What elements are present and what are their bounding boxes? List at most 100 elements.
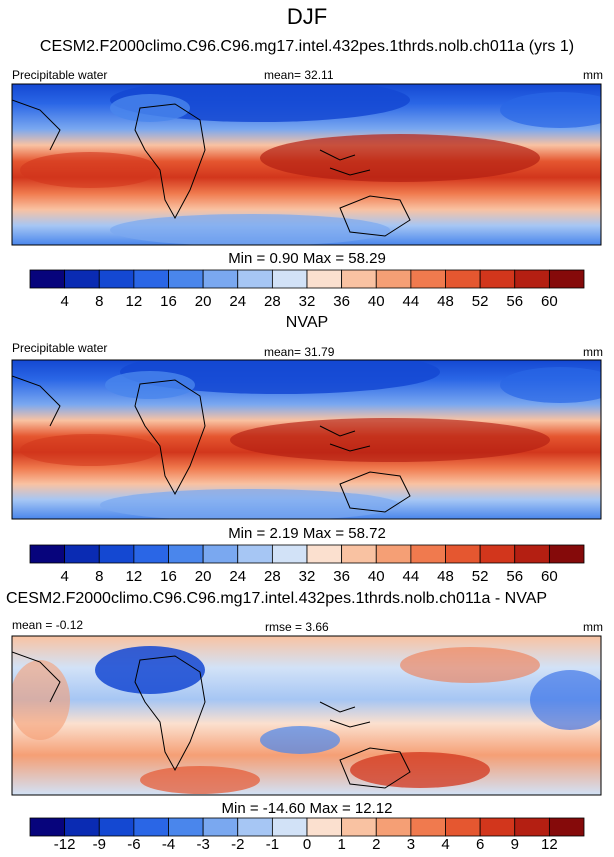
panel-2-colorbar: 4 8 12 16 20 24 28 32 36 40 44 48 52 56 60 [29,544,585,585]
panel-1-colorbar: 4 8 12 16 20 24 28 32 36 40 44 48 52 56 60 [29,269,585,310]
colorbar-2-tick-label: 20 [195,568,212,585]
panel-2-units-label: mm [583,345,603,359]
colorbar-2-swatch [306,544,343,564]
colorbar-2-tick-label: 36 [333,568,350,585]
colorbar-2-tick-label: 40 [368,568,385,585]
colorbar-3-swatch [168,817,204,837]
colorbar-3-tick-label: 0 [303,836,311,853]
panel-3-minmax: Min = -14.60 Max = 12.12 [221,800,393,817]
panel-2-coast-south-america [12,375,61,427]
panel-2-heading: NVAP [285,314,329,331]
colorbar-2-tick-label: 8 [95,568,103,585]
panel-1-variable-label: Precipitable water [12,68,108,82]
colorbar-2-swatch [445,544,481,564]
colorbar-1-tick-label: 24 [229,293,246,310]
colorbar-1-swatch [306,269,343,289]
colorbar-2-tick-label: 28 [264,568,281,585]
colorbar-2-swatch [64,544,100,564]
colorbar-3-tick-label: 3 [407,836,415,853]
colorbar-3-swatch [306,817,343,837]
colorbar-2-tick-label: 56 [506,568,523,585]
panel-3-mean-label: mean = -0.12 [12,618,84,632]
panel-1-mean-label: mean= 32.11 [264,68,334,82]
colorbar-1-tick-label: 20 [195,293,212,310]
panel-3-negative-east [530,670,601,730]
panel-3-negative-indian [260,726,340,754]
colorbar-3-tick-label: 4 [441,836,449,853]
panel-1-warm-pool [260,134,540,182]
panel-3-frame [11,635,602,796]
colorbar-1-tick-label: 32 [299,293,316,310]
colorbar-1-swatch [548,269,585,289]
panel-1-frame [11,83,602,246]
colorbar-3-tick-label: -1 [266,836,279,853]
colorbar-2-swatch [98,544,135,564]
panel-2-frame [11,359,602,520]
colorbar-2-swatch [341,544,377,564]
colorbar-3-tick-label: 9 [511,836,519,853]
colorbar-3-tick-label: 2 [372,836,380,853]
colorbar-2-swatch [514,544,550,564]
panel-3-colorbar: -12 -9 -6 -4 -3 -2 -1 0 1 2 3 4 6 9 12 [29,817,585,853]
colorbar-1-tick-label: 40 [368,293,385,310]
colorbar-1-swatch [445,269,481,289]
colorbar-1-swatch [479,269,516,289]
panel-2-dry-south [100,489,400,519]
colorbar-3-swatch [202,817,239,837]
panel-1-coast-australia [339,195,411,237]
panel-1-units-label: mm [583,68,603,82]
colorbar-1-swatch [514,269,550,289]
colorbar-3-swatch [64,817,100,837]
panel-3-coast-africa [134,655,206,772]
panel-2-dry-eurasia [120,360,440,394]
colorbar-1-tick-label: 4 [60,293,68,310]
panel-1-heading: CESM2.F2000climo.C96.C96.mg17.intel.432p… [39,38,575,55]
panel-2-warm-pool [230,418,550,462]
panel-3-units-label: mm [583,620,603,634]
colorbar-1-tick-label: 60 [541,293,558,310]
colorbar-3-swatch [548,817,585,837]
colorbar-1-swatch [98,269,135,289]
colorbar-1-swatch [168,269,204,289]
colorbar-1-tick-label: 48 [437,293,454,310]
colorbar-2-tick-label: 52 [472,568,489,585]
colorbar-2-swatch [410,544,446,564]
colorbar-3-tick-label: -12 [54,836,76,853]
colorbar-3-swatch [133,817,169,837]
colorbar-2-tick-label: 16 [160,568,177,585]
panel-2-minmax: Min = 2.19 Max = 58.72 [228,525,386,542]
panel-1-map [11,83,602,246]
colorbar-1-swatch [29,269,66,289]
panel-3-map [11,635,602,796]
colorbar-2-swatch [479,544,516,564]
panel-2-map [11,359,602,520]
page-title: DJF [286,4,328,29]
colorbar-1-tick-label: 28 [264,293,281,310]
colorbar-3-swatch [375,817,412,837]
colorbar-3-swatch [341,817,377,837]
panel-1-minmax: Min = 0.90 Max = 58.29 [228,250,386,267]
colorbar-2-swatch [548,544,585,564]
colorbar-3-tick-label: 6 [476,836,484,853]
colorbar-3-tick-label: -2 [231,836,244,853]
panel-1-itcz-west [20,152,160,188]
panel-3-coast-south-america [12,651,61,703]
colorbar-1-tick-label: 56 [506,293,523,310]
colorbar-1-swatch [64,269,100,289]
colorbar-2-tick-label: 24 [229,568,246,585]
panel-2-coast-australia [339,471,411,513]
colorbar-3-swatch [98,817,135,837]
colorbar-2-swatch [202,544,239,564]
colorbar-2-swatch [29,544,66,564]
colorbar-2-swatch [237,544,273,564]
panel-1-coast-islands [319,149,371,176]
panel-3-positive-samerica [12,660,70,740]
colorbar-1-swatch [237,269,273,289]
colorbar-2-tick-label: 4 [60,568,68,585]
colorbar-3-tick-label: 1 [337,836,345,853]
colorbar-3-swatch [479,817,516,837]
colorbar-2-tick-label: 12 [126,568,143,585]
colorbar-1-tick-label: 16 [160,293,177,310]
panel-2-mean-label: mean= 31.79 [264,345,335,359]
colorbar-1-swatch [133,269,169,289]
